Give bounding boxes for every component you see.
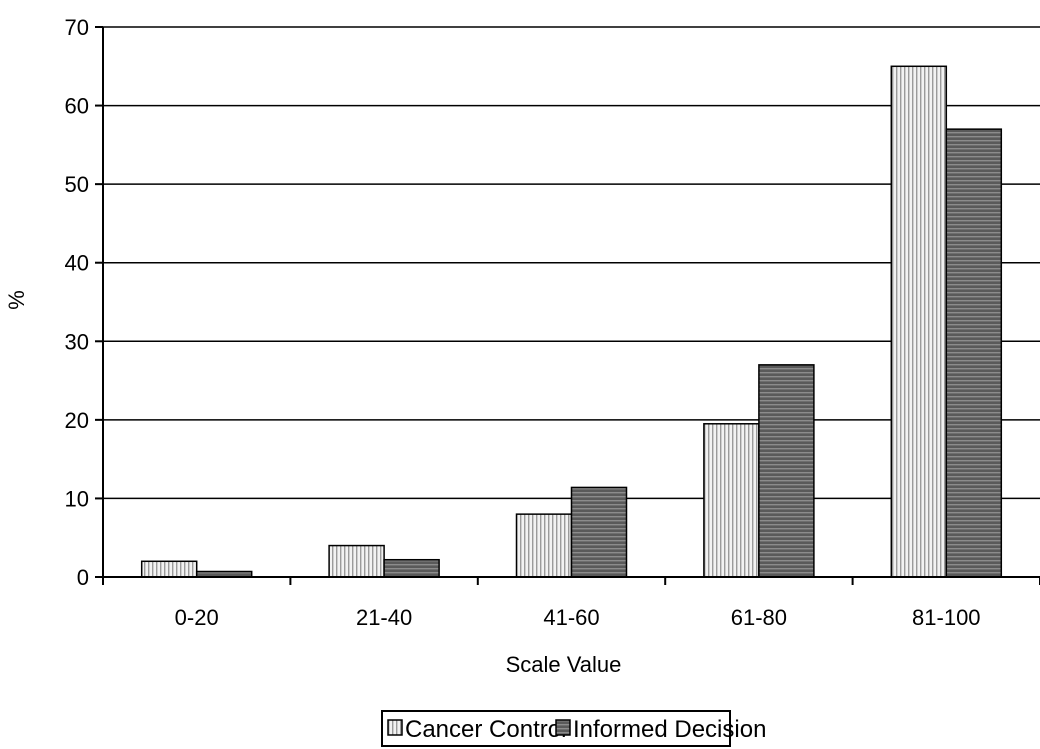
y-axis-ticks: 0 10 20 30 40 50 60 70 — [65, 15, 103, 590]
y-tick-label-40: 40 — [65, 251, 89, 276]
y-tick-label-10: 10 — [65, 486, 89, 511]
bar-cancer-control-0-20 — [140, 560, 198, 578]
x-tick-label-61-80: 61-80 — [731, 605, 787, 630]
gridlines — [103, 26, 1040, 500]
y-axis-title: % — [4, 290, 29, 310]
bar-cancer-control-41-60 — [515, 513, 573, 578]
y-tick-label-60: 60 — [65, 94, 89, 119]
y-tick-label-30: 30 — [65, 329, 89, 354]
y-tick-label-50: 50 — [65, 172, 89, 197]
y-tick-label-0: 0 — [77, 565, 89, 590]
legend-swatch-informed-decision — [555, 719, 571, 736]
legend: Cancer Control Informed Decision — [381, 710, 766, 747]
x-axis-title: Scale Value — [506, 652, 622, 677]
x-tick-label-41-60: 41-60 — [543, 605, 599, 630]
bar-cancer-control-61-80 — [703, 423, 760, 578]
bar-informed-decision-21-40 — [383, 558, 440, 578]
bar-cancer-control-21-40 — [328, 544, 385, 578]
bar-cancer-control-81-100 — [890, 65, 948, 578]
x-axis-ticks: 0-20 21-40 41-60 61-80 81-100 — [102, 577, 1040, 630]
legend-label-informed-decision: Informed Decision — [573, 716, 766, 743]
bar-informed-decision-41-60 — [570, 486, 628, 578]
bar-informed-decision-81-100 — [945, 128, 1003, 578]
bar-informed-decision-61-80 — [758, 364, 815, 578]
x-tick-label-81-100: 81-100 — [912, 605, 981, 630]
x-tick-label-0-20: 0-20 — [175, 605, 219, 630]
legend-label-cancer-control: Cancer Control — [405, 716, 566, 743]
x-tick-label-21-40: 21-40 — [356, 605, 412, 630]
bars — [140, 65, 1003, 578]
y-tick-label-70: 70 — [65, 15, 89, 40]
y-tick-label-20: 20 — [65, 408, 89, 433]
legend-swatch-cancer-control — [387, 719, 403, 736]
